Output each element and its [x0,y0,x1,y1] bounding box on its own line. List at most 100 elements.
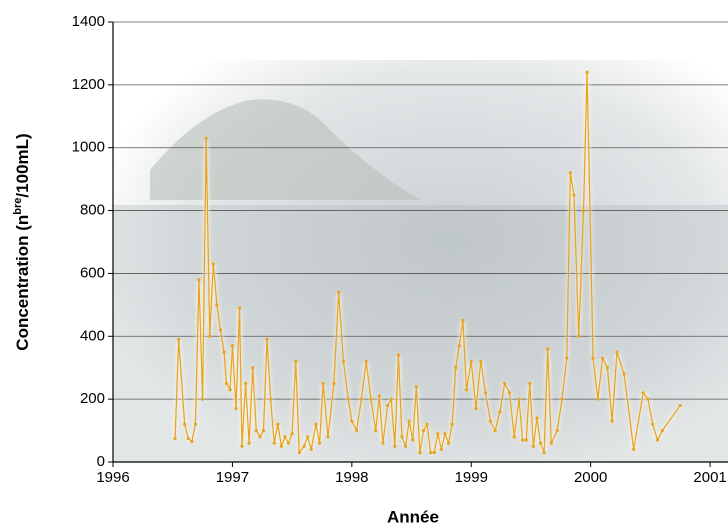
data-point [337,290,341,294]
y-axis-title-sup: bre [12,198,24,215]
data-point [555,428,559,433]
data-point [364,359,368,364]
data-point [211,262,215,266]
data-point [651,422,655,426]
data-point [218,328,223,332]
data-point [655,438,660,442]
data-point [632,447,636,452]
y-tick-label: 0 [97,453,105,470]
data-point [488,419,492,423]
data-point [546,347,550,351]
data-point [436,432,440,436]
data-point [290,432,294,436]
y-axis-title: Concentration (nbre/100mL) [12,133,33,350]
data-point [317,441,322,445]
data-point [461,318,465,323]
data-point [403,444,408,448]
data-point [240,444,244,448]
x-tick-label: 1998 [335,469,368,486]
data-point [660,428,664,433]
data-point [572,193,576,197]
data-point [457,344,461,348]
data-point [538,441,543,445]
data-point [381,441,385,445]
data-point [276,422,280,426]
data-point [411,438,415,442]
data-point [542,450,546,455]
data-point [254,428,258,433]
data-point [341,359,346,364]
x-tick-label: 1996 [96,469,129,486]
data-point [615,350,619,354]
data-point [208,334,212,338]
y-tick-label: 1000 [72,139,105,156]
data-point [369,397,373,401]
data-point [230,344,235,348]
data-point [622,372,626,376]
data-point [243,381,248,386]
data-point [512,435,516,439]
y-tick-label: 1200 [72,76,105,93]
data-point [524,438,528,442]
data-point [177,337,181,342]
y-tick-label: 1400 [72,13,105,30]
data-point [400,435,404,439]
y-tick-label: 400 [80,327,105,344]
data-line [174,72,681,455]
y-tick-label: 600 [80,264,105,281]
data-point [474,406,478,411]
data-point [605,366,609,370]
data-point [321,381,325,386]
y-axis-title-part: /100mL) [13,133,32,197]
background-water [113,205,728,462]
data-point [306,435,310,439]
data-point [204,136,208,140]
data-point [454,366,458,370]
x-tick-label: 2001 [693,469,726,486]
data-point [446,441,451,445]
data-point [377,394,381,398]
data-point [568,171,572,175]
data-point [173,436,177,441]
data-point [498,410,502,414]
data-point [186,436,190,441]
y-tick-label: 800 [80,202,105,219]
data-point [215,303,219,307]
data-point [269,397,273,401]
data-point [585,70,589,74]
data-point [560,397,564,401]
data-point [294,359,298,364]
data-point [200,397,205,401]
data-point [346,397,350,401]
data-point [591,356,595,360]
data-point [641,391,645,395]
data-point [479,359,483,364]
data-point [224,381,229,386]
data-point [531,444,535,448]
data-point [425,422,429,426]
data-point [297,450,301,455]
x-tick-label: 1999 [455,469,488,486]
data-point [678,403,682,408]
data-point [646,397,650,401]
data-point [183,422,187,426]
data-point [374,428,378,433]
data-point [332,381,336,386]
data-point [389,397,393,401]
data-point [610,419,614,423]
data-point [237,306,242,310]
data-point [549,441,553,445]
data-point [414,384,418,389]
y-axis-title-part: Concentration (n [13,215,32,351]
data-point [279,444,283,448]
data-point [521,438,525,442]
data-point [247,441,251,445]
data-point [535,416,539,420]
data-point [286,441,291,445]
data-point [326,435,330,439]
data-point [393,444,397,448]
data-point [234,406,238,411]
data-point [309,447,313,452]
data-point [283,435,287,439]
